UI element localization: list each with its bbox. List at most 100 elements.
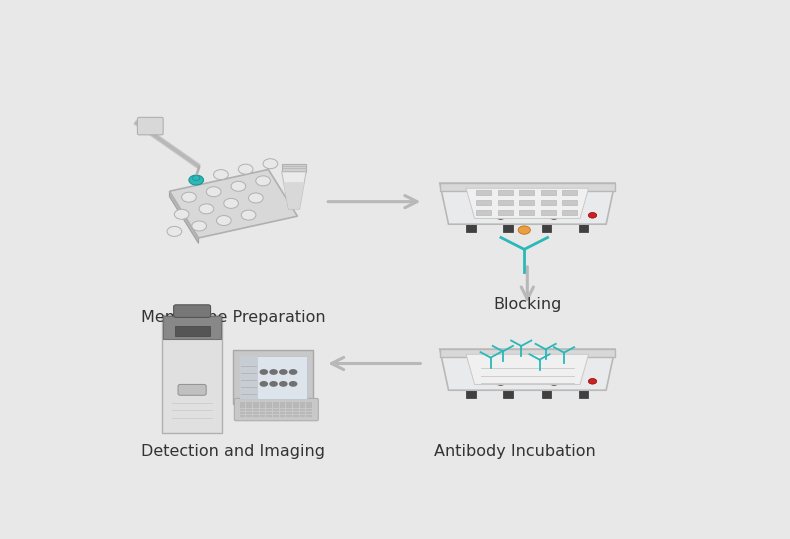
Bar (503, 223, 513, 232)
Bar (307, 412, 312, 414)
Bar (476, 190, 491, 195)
Polygon shape (440, 349, 615, 357)
Bar (273, 409, 279, 411)
Bar (542, 223, 551, 232)
Bar (293, 415, 299, 417)
Bar (260, 402, 265, 405)
Bar (293, 402, 299, 405)
Bar (519, 210, 534, 215)
Circle shape (589, 212, 596, 218)
Bar (530, 365, 566, 377)
Bar (266, 402, 272, 405)
Polygon shape (466, 354, 589, 384)
Circle shape (206, 186, 221, 197)
Bar (562, 210, 577, 215)
Circle shape (213, 170, 228, 179)
Bar (163, 316, 221, 339)
Bar (280, 409, 285, 411)
Bar (486, 365, 521, 377)
Bar (175, 326, 209, 336)
Circle shape (495, 211, 506, 219)
Bar (466, 223, 476, 232)
Bar (498, 210, 513, 215)
Circle shape (182, 192, 196, 202)
Circle shape (279, 369, 288, 375)
Circle shape (192, 221, 206, 231)
Circle shape (256, 176, 270, 186)
Circle shape (269, 381, 278, 387)
Circle shape (589, 378, 596, 384)
Text: Membrane Preparation: Membrane Preparation (141, 309, 325, 324)
Bar (307, 409, 312, 411)
Bar (519, 201, 534, 205)
Circle shape (216, 216, 231, 225)
Bar (240, 402, 246, 405)
Bar (273, 415, 279, 417)
Bar (260, 405, 265, 408)
Circle shape (241, 210, 256, 220)
Polygon shape (170, 191, 198, 243)
Bar (286, 402, 292, 405)
Bar (476, 210, 491, 215)
Bar (498, 190, 513, 195)
Circle shape (239, 164, 253, 174)
Circle shape (199, 204, 214, 214)
Bar (253, 405, 258, 408)
Circle shape (495, 377, 506, 385)
Bar (307, 415, 312, 417)
Bar (286, 405, 292, 408)
Bar (280, 405, 285, 408)
Circle shape (167, 226, 182, 237)
Circle shape (269, 369, 278, 375)
Bar (293, 412, 299, 414)
Polygon shape (282, 164, 307, 172)
Bar (540, 201, 555, 205)
Bar (286, 412, 292, 414)
Bar (246, 415, 252, 417)
Circle shape (260, 369, 268, 375)
FancyBboxPatch shape (233, 350, 314, 404)
Bar (299, 409, 305, 411)
Bar (239, 356, 258, 399)
Bar (246, 412, 252, 414)
FancyBboxPatch shape (174, 305, 211, 317)
Bar (253, 412, 258, 414)
Bar (562, 190, 577, 195)
Circle shape (263, 159, 278, 169)
Bar (240, 409, 246, 411)
Polygon shape (440, 183, 615, 191)
Bar (579, 389, 589, 398)
Bar (476, 201, 491, 205)
Bar (453, 191, 601, 223)
Text: Antibody Incubation: Antibody Incubation (435, 445, 596, 459)
Bar (293, 405, 299, 408)
Bar (246, 402, 252, 405)
Bar (280, 415, 285, 417)
Bar (266, 405, 272, 408)
Circle shape (289, 369, 297, 375)
Bar (239, 356, 307, 399)
Bar (273, 412, 279, 414)
Polygon shape (284, 182, 304, 208)
Bar (253, 409, 258, 411)
Bar (498, 201, 513, 205)
Bar (260, 415, 265, 417)
Bar (273, 405, 279, 408)
Bar (579, 223, 589, 232)
FancyBboxPatch shape (178, 384, 206, 395)
Circle shape (548, 211, 560, 219)
Bar (266, 409, 272, 411)
Bar (246, 409, 252, 411)
Bar (542, 389, 551, 398)
Bar (530, 199, 566, 211)
Bar (286, 409, 292, 411)
Bar (519, 190, 534, 195)
Circle shape (289, 381, 297, 387)
Bar (299, 415, 305, 417)
Bar (286, 415, 292, 417)
FancyBboxPatch shape (137, 118, 164, 135)
Bar (240, 415, 246, 417)
Text: Detection and Imaging: Detection and Imaging (141, 445, 325, 459)
Bar (540, 190, 555, 195)
Bar (266, 412, 272, 414)
